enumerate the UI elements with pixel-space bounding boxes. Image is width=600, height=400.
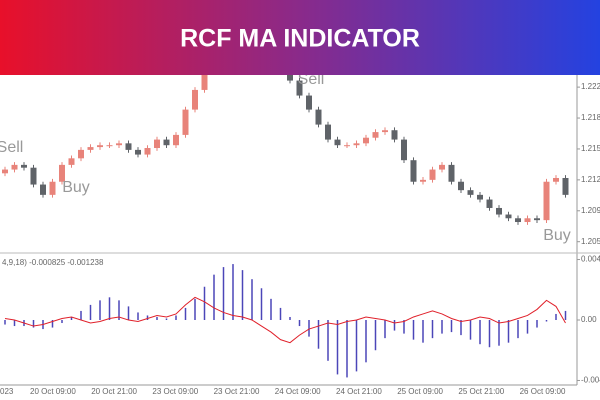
- x-tick-label: 023: [0, 387, 14, 396]
- candle-body: [553, 177, 559, 182]
- candle-body: [315, 109, 322, 125]
- signal-annotation: Sell: [0, 139, 23, 156]
- candle-body: [163, 139, 170, 146]
- candle-body: [534, 218, 540, 221]
- signal-annotation: Buy: [543, 227, 571, 244]
- candle-body: [467, 190, 474, 195]
- x-tick-label: 20 Oct 21:00: [91, 387, 137, 396]
- x-tick-label: 24 Oct 21:00: [336, 387, 382, 396]
- y-tick-label: 1.218: [581, 113, 600, 122]
- candle-body: [306, 95, 312, 110]
- candle-body: [87, 147, 94, 150]
- signal-annotation: Buy: [62, 179, 90, 196]
- indicator-label: 4,9,18) -0.000825 -0.001238: [2, 258, 104, 267]
- candle-body: [543, 181, 550, 221]
- banner: [0, 0, 600, 75]
- y-tick-label: 0.004: [581, 255, 600, 264]
- candle-body: [448, 164, 455, 182]
- candle-body: [106, 145, 113, 147]
- candle-body: [429, 169, 436, 180]
- candle-body: [334, 139, 341, 146]
- y-tick-label: 0.00: [581, 315, 597, 324]
- candle-body: [21, 164, 27, 168]
- candle-body: [382, 130, 388, 133]
- signal-annotation: Sell: [298, 71, 325, 88]
- candle-body: [486, 199, 493, 208]
- candle-body: [363, 137, 369, 144]
- banner-title: RCF MA INDICATOR: [180, 25, 420, 53]
- candle-body: [201, 72, 208, 90]
- candle-body: [59, 164, 65, 182]
- x-tick-label: 26 Oct 09:00: [520, 387, 566, 396]
- candle-body: [11, 164, 18, 170]
- candle-body: [372, 132, 379, 138]
- x-tick-label: 23 Oct 09:00: [152, 387, 198, 396]
- candle-body: [562, 177, 569, 195]
- candle-body: [78, 149, 84, 159]
- y-tick-label: 1.212: [581, 175, 600, 184]
- candle-body: [173, 134, 179, 146]
- candle-body: [439, 164, 445, 170]
- candle-body: [144, 148, 151, 155]
- signal-line: [4, 296, 566, 344]
- candle-body: [192, 89, 198, 110]
- candle-body: [97, 145, 103, 148]
- y-tick-label: -0.004: [581, 376, 600, 385]
- y-tick-label: 1.215: [581, 144, 600, 153]
- candle-body: [524, 218, 531, 223]
- candle-body: [154, 139, 160, 149]
- candle-body: [40, 184, 46, 195]
- candle-body: [325, 124, 331, 140]
- candle-body: [182, 109, 189, 135]
- candle-body: [49, 181, 56, 195]
- candle-body: [515, 218, 521, 223]
- y-tick-label: 1.222: [581, 82, 600, 91]
- candle-body: [458, 181, 464, 191]
- x-tick-label: 24 Oct 09:00: [275, 387, 321, 396]
- candle-body: [68, 158, 75, 165]
- candle-body: [505, 214, 512, 219]
- candle-body: [353, 143, 360, 146]
- x-tick-label: 25 Oct 09:00: [397, 387, 443, 396]
- candle-body: [477, 194, 483, 200]
- candle-body: [296, 80, 303, 96]
- candle-body: [391, 130, 398, 140]
- candle-body: [420, 179, 426, 182]
- y-tick-label: 1.209: [581, 206, 600, 215]
- y-tick-label: 1.205: [581, 237, 600, 246]
- candle-body: [116, 143, 122, 146]
- candle-body: [496, 207, 502, 215]
- x-tick-label: 20 Oct 09:00: [30, 387, 76, 396]
- candle-body: [30, 167, 37, 185]
- candle-body: [2, 169, 8, 174]
- candle-body: [410, 160, 417, 182]
- candle-body: [135, 149, 141, 155]
- candle-body: [125, 143, 132, 150]
- candle-body: [344, 145, 350, 147]
- candle-body: [401, 139, 407, 161]
- x-tick-label: 23 Oct 21:00: [214, 387, 260, 396]
- x-tick-label: 25 Oct 21:00: [458, 387, 504, 396]
